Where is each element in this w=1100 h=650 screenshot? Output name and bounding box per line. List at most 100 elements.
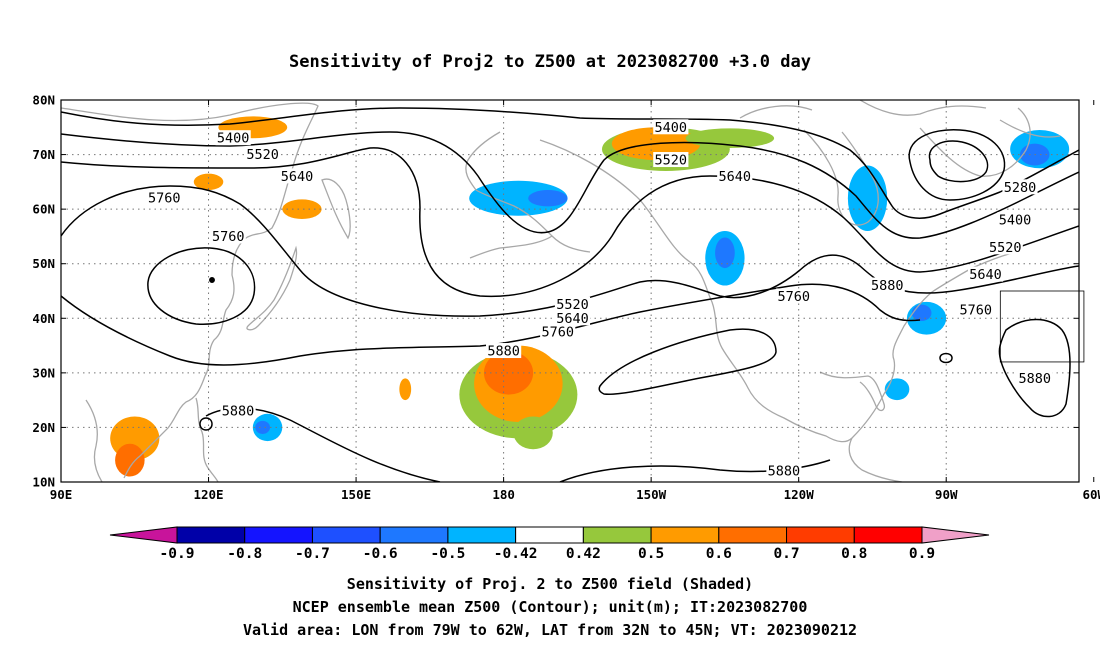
- lat-tick-label: 10N: [32, 475, 55, 490]
- colorbar-segment: [853, 526, 923, 544]
- coastline-asia-east: [61, 102, 319, 479]
- colorbar: -0.9 -0.8 -0.7 -0.6 -0.5 -0.42 0.42 0.5 0.6 0.7 0.…: [109, 526, 990, 562]
- contour-label: 5520: [556, 297, 589, 313]
- contour-label: 5760: [148, 191, 181, 207]
- colorbar-tick-label: 0.8: [841, 546, 867, 562]
- contour-label-bg: [967, 266, 1004, 282]
- contour-5520-west: [61, 131, 1079, 239]
- contour-label: 5880: [222, 404, 255, 420]
- contour-label-bg: [958, 302, 994, 318]
- contour-low-center-dot: [209, 277, 215, 283]
- coastline-central-america: [848, 437, 903, 482]
- caption-line-1: Sensitivity of Proj. 2 to Z500 field (Sh…: [347, 575, 753, 593]
- contour-label: 5640: [281, 169, 314, 185]
- coastline-indochina: [85, 399, 103, 482]
- contour-5400-lobe: [908, 129, 1006, 201]
- contour-label-bg: [540, 323, 576, 339]
- lon-tick-label: 90E: [50, 487, 73, 502]
- contour-label-bg: [776, 288, 812, 304]
- contour-label-bg: [554, 310, 591, 326]
- contour-label: 5760: [778, 289, 811, 305]
- figure-title: Sensitivity of Proj2 to Z500 at 20230827…: [289, 52, 811, 72]
- colorbar-tick-label: 0.6: [706, 546, 732, 562]
- contour-5280-lobe: [928, 140, 989, 183]
- map-panel: 5400552056405760576054005520564055205640…: [32, 93, 1100, 503]
- lat-tick-label: 60N: [32, 202, 55, 217]
- lon-tick-label: 120W: [784, 487, 815, 502]
- contour-label: 5760: [541, 324, 574, 340]
- contour-5880-high: [598, 328, 777, 396]
- coastline-japan: [246, 245, 298, 331]
- colorbar-tick-label: 0.5: [638, 546, 664, 562]
- contour-label: 5760: [212, 229, 245, 245]
- lat-tick-label: 20N: [32, 420, 55, 435]
- contour-label: 5640: [718, 169, 751, 185]
- contour-label-bg: [1017, 370, 1053, 386]
- sensitivity-blob-12: [469, 180, 568, 216]
- contour-label-bg: [766, 463, 802, 479]
- colorbar-high-extend: [921, 526, 990, 544]
- coastline-taiwan-philippines: [195, 397, 219, 482]
- colorbar-segment: [718, 526, 788, 544]
- contour-label: 5520: [655, 153, 688, 169]
- colorbar-tick-label: 0.9: [909, 546, 935, 562]
- colorbar-tick-label: -0.6: [363, 546, 398, 562]
- contour-5400-west: [61, 107, 1079, 219]
- colorbar-tick-label: -0.9: [160, 546, 195, 562]
- sensitivity-blob-7: [399, 378, 412, 401]
- contour-label-bg: [987, 239, 1023, 255]
- contour-label-bg: [554, 296, 591, 312]
- contour-label: 5400: [655, 120, 688, 136]
- colorbar-segment: [786, 526, 855, 544]
- lon-tick-label: 120E: [193, 487, 223, 502]
- sensitivity-blob-5: [282, 199, 322, 219]
- contour-label-bg: [210, 228, 246, 244]
- contour-5760-closed-low: [147, 247, 256, 325]
- contour-5880-atlantic: [998, 318, 1071, 418]
- colorbar-low-extend: [109, 526, 178, 544]
- coastline-arctic-islands: [739, 100, 1061, 138]
- contour-label: 5520: [989, 240, 1022, 256]
- contour-label: 5880: [871, 278, 904, 294]
- sensitivity-blob-25: [1086, 206, 1100, 233]
- contour-5640-west: [61, 147, 1079, 298]
- colorbar-tick-label: -0.42: [494, 546, 538, 562]
- sensitivity-blob-18: [715, 237, 735, 269]
- contour-label-bg: [279, 168, 315, 184]
- sensitivity-blob-3: [255, 420, 271, 434]
- caption-line-2: NCEP ensemble mean Z500 (Contour); unit(…: [293, 598, 808, 616]
- coastline-kamchatka: [321, 178, 351, 240]
- colorbar-segment: [311, 526, 381, 544]
- sensitivity-blob-13: [528, 190, 568, 207]
- sensitivity-blob-19: [847, 165, 888, 231]
- contour-label: 5880: [487, 344, 520, 360]
- contour-label-bg: [997, 212, 1033, 228]
- contour-label: 5280: [1004, 180, 1037, 196]
- contour-label-bg: [245, 146, 281, 162]
- contour-label-bg: [653, 152, 689, 168]
- contour-label-bg: [146, 190, 182, 206]
- colorbar-segment: [244, 526, 313, 544]
- lon-tick-label: 60W: [1082, 487, 1100, 502]
- colorbar-tick-label: -0.7: [295, 546, 330, 562]
- contour-label: 5640: [556, 311, 589, 327]
- sensitivity-shading: [110, 116, 1100, 477]
- sensitivity-blob-11: [513, 416, 553, 450]
- contour-label: 5760: [959, 303, 992, 319]
- contour-label: 5400: [999, 213, 1032, 229]
- sensitivity-blob-22: [884, 378, 910, 401]
- colorbar-segment: [176, 526, 246, 544]
- contour-label-bg: [486, 343, 522, 359]
- z500-contours: [61, 107, 1079, 482]
- colorbar-tick-label: 0.7: [773, 546, 799, 562]
- contour-label-bg: [717, 168, 753, 184]
- contour-label: 5520: [246, 147, 279, 163]
- lat-tick-label: 30N: [32, 365, 55, 380]
- contour-5880-small-high: [939, 352, 953, 364]
- contour-label: 5880: [1018, 371, 1051, 387]
- colorbar-segment: [379, 526, 449, 544]
- colorbar-tick-label: 0.42: [566, 546, 601, 562]
- lat-tick-label: 70N: [32, 147, 55, 162]
- caption-line-3: Valid area: LON from 79W to 62W, LAT fro…: [243, 621, 857, 639]
- coastline-north-america-west: [539, 139, 853, 443]
